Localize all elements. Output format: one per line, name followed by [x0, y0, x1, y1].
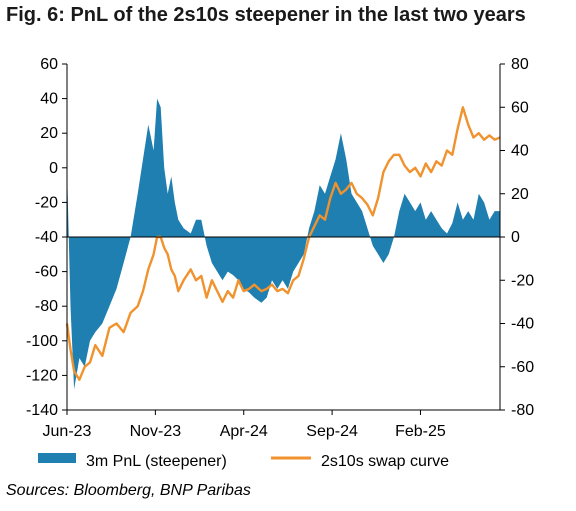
right-tick-label: -20 [511, 272, 534, 289]
left-tick-label: 60 [40, 56, 58, 73]
x-tick-label: Apr-24 [220, 423, 268, 440]
left-tick-label: 20 [40, 125, 58, 142]
left-tick-label: -60 [35, 264, 58, 281]
right-tick-label: -80 [511, 402, 534, 419]
right-tick-label: 80 [511, 56, 529, 73]
x-tick-label: Jun-23 [43, 423, 92, 440]
left-tick-label: 0 [49, 160, 58, 177]
right-tick-label: 0 [511, 229, 520, 246]
legend: 3m PnL (steepener) 2s10s swap curve [38, 453, 449, 470]
pnl-area-layer [67, 98, 500, 390]
pnl-area [67, 98, 500, 390]
left-tick-label: -40 [35, 229, 58, 246]
legend-swatch-pnl [38, 453, 76, 463]
legend-label-curve: 2s10s swap curve [321, 453, 449, 470]
source-note: Sources: Bloomberg, BNP Paribas [6, 482, 251, 499]
x-tick-label: Feb-25 [395, 423, 446, 440]
right-tick-label: 20 [511, 186, 529, 203]
left-tick-label: -20 [35, 194, 58, 211]
curve-line-layer [65, 106, 501, 381]
left-tick-label: -100 [26, 333, 58, 350]
right-tick-label: -60 [511, 359, 534, 376]
curve-line [65, 106, 501, 381]
right-tick-label: 60 [511, 99, 529, 116]
left-tick-label: -120 [26, 367, 58, 384]
right-tick-label: -40 [511, 316, 534, 333]
x-tick-label: Sep-24 [306, 423, 358, 440]
left-tick-label: -140 [26, 402, 58, 419]
chart-title: Fig. 6: PnL of the 2s10s steepener in th… [6, 4, 526, 26]
x-tick-label: Nov-23 [130, 423, 182, 440]
left-tick-label: -80 [35, 298, 58, 315]
right-tick-label: 40 [511, 143, 529, 160]
axes-layer: 60 40 20 0 -20 -40 -60 -80 -100 -120 -140 80 60 40 20 0… [26, 56, 534, 440]
legend-label-pnl: 3m PnL (steepener) [86, 453, 227, 470]
left-tick-label: 40 [40, 91, 58, 108]
